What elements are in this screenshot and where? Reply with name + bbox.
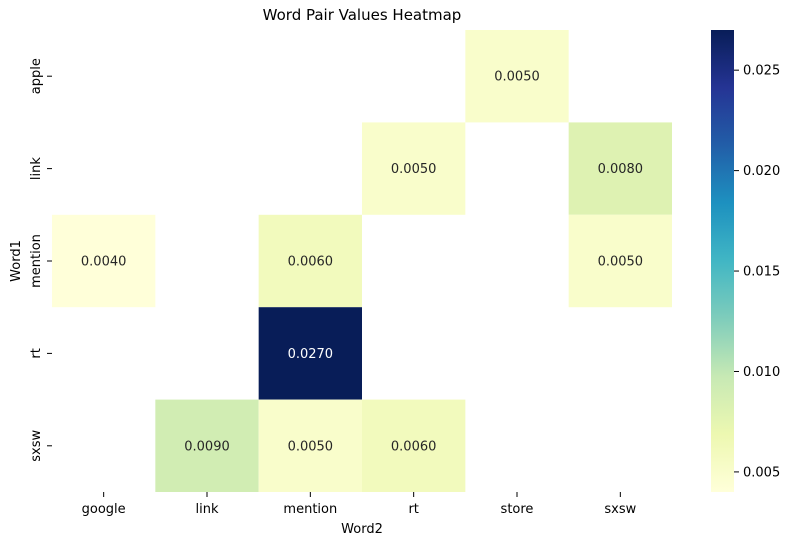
heatmap-cell (155, 399, 259, 492)
cell-value-label: 0.0270 (288, 347, 334, 362)
cell-value-label: 0.0060 (288, 255, 334, 270)
x-tick-label: rt (408, 502, 418, 517)
x-tick-label: link (196, 502, 219, 517)
x-axis-label: Word2 (341, 522, 383, 537)
y-tick-label: apple (29, 58, 44, 94)
cell-value-label: 0.0060 (391, 439, 437, 454)
colorbar-tick-label: 0.015 (743, 265, 780, 280)
colorbar-tick-label: 0.005 (743, 465, 780, 480)
y-tick-label: link (29, 157, 44, 180)
x-tick-label: google (82, 502, 126, 517)
heatmap-cell (465, 30, 569, 123)
heatmap-cell (258, 214, 362, 308)
heatmap-cell (52, 214, 156, 308)
cell-value-label: 0.0080 (598, 162, 644, 177)
heatmap-cell (568, 214, 672, 308)
x-axis: google link mention rt store sxsw Word2 (82, 492, 637, 537)
cell-value-label: 0.0050 (391, 162, 437, 177)
heatmap-cell (258, 399, 362, 492)
heatmap-cell (362, 399, 466, 492)
y-tick-label: mention (29, 234, 44, 288)
heatmap-cell (568, 122, 672, 215)
colorbar-tick-label: 0.010 (743, 365, 780, 380)
colorbar-tick-label: 0.020 (743, 164, 780, 179)
cell-value-label: 0.0090 (184, 439, 230, 454)
x-tick-label: store (501, 502, 534, 517)
heatmap-cells: 0.0050 0.0050 0.0080 0.0040 0.0060 0.0050 0.02… (52, 30, 672, 492)
y-axis: apple link mention rt sxsw Word1 (9, 58, 52, 462)
y-axis-label: Word1 (9, 240, 24, 282)
colorbar: 0.005 0.010 0.015 0.020 0.025 (711, 30, 780, 492)
colorbar-gradient (711, 30, 734, 492)
chart-title: Word Pair Values Heatmap (262, 6, 462, 24)
cell-value-label: 0.0050 (288, 439, 334, 454)
x-tick-label: mention (283, 502, 337, 517)
heatmap-cell (258, 307, 362, 400)
x-tick-label: sxsw (604, 502, 636, 517)
y-tick-label: sxsw (29, 429, 44, 461)
cell-value-label: 0.0040 (81, 255, 127, 270)
heatmap-cell (362, 122, 466, 215)
y-tick-label: rt (29, 348, 44, 358)
colorbar-tick-label: 0.025 (743, 64, 780, 79)
cell-value-label: 0.0050 (494, 70, 540, 85)
cell-value-label: 0.0050 (598, 255, 644, 270)
